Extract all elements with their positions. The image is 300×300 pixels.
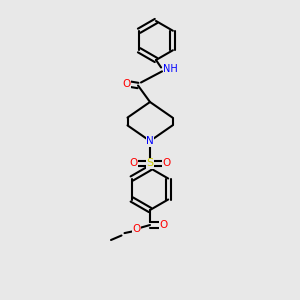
Text: O: O bbox=[132, 224, 141, 235]
Text: O: O bbox=[159, 220, 168, 230]
Text: O: O bbox=[122, 79, 130, 89]
Text: O: O bbox=[129, 158, 138, 169]
Text: S: S bbox=[146, 158, 154, 169]
Text: NH: NH bbox=[164, 64, 178, 74]
Text: O: O bbox=[162, 158, 171, 169]
Text: N: N bbox=[146, 136, 154, 146]
